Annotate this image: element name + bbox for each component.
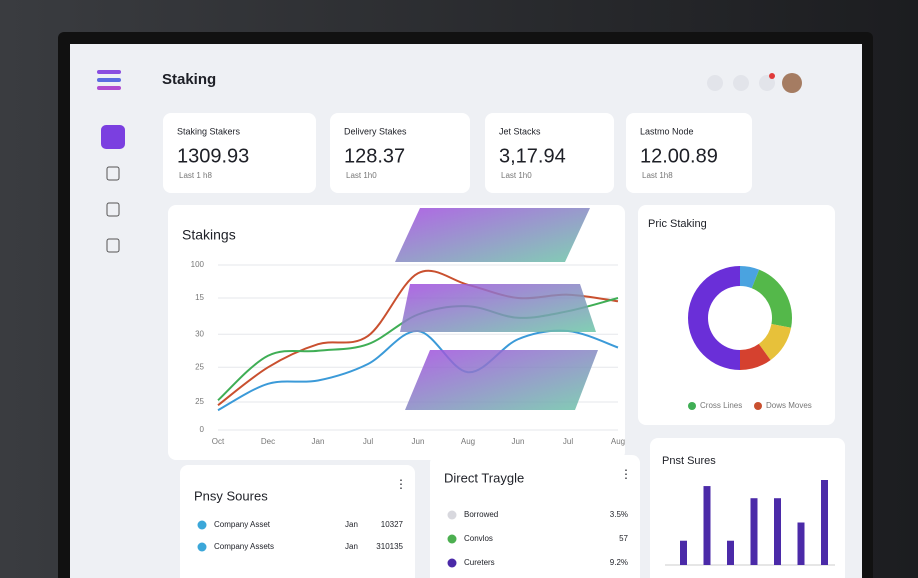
badge [769,73,775,79]
y-tick-label: 30 [195,329,204,338]
menu-dots: ⋮ [395,477,407,491]
card-label: Delivery Stakes [344,126,407,136]
avatar[interactable] [782,73,802,93]
x-tick-label: Jul [563,437,573,446]
nav-item[interactable] [106,166,120,181]
panel [163,113,316,193]
panel [330,113,470,193]
row-cell: 310135 [376,542,403,551]
y-tick-label: 0 [200,425,205,434]
row-cell: Borrowed [464,510,498,519]
legend-swatch [754,402,762,410]
x-tick-label: Jun [412,437,425,446]
settings-button[interactable] [733,75,749,91]
row-cell: Cureters [464,558,495,567]
card-value: 12.00.89 [640,145,718,167]
pie-slice [758,323,792,361]
pie-slice [740,343,771,371]
pie-slice [740,266,760,289]
bar [680,540,687,565]
notifications-button[interactable] [759,75,775,91]
row-cell: Convlos [464,534,493,543]
panel [180,465,415,578]
row-cell: 10327 [381,520,404,529]
row-cell: 3.5% [610,510,628,519]
card-note: Last 1h0 [346,171,377,180]
panel [430,455,640,578]
page-title: Staking [162,71,216,88]
legend-label: Cross Lines [700,401,742,410]
x-tick-label: Oct [212,437,225,446]
nav-item[interactable] [106,238,120,253]
row-dot [447,534,457,544]
row-cell: 9.2% [610,558,628,567]
bar [774,498,781,565]
card-label: Jet Stacks [499,126,541,136]
card-note: Last 1 h8 [179,171,212,180]
panel [638,205,835,425]
card-value: 1309.93 [177,145,249,167]
decor-gem [400,284,596,332]
menu-dots: ⋮ [620,467,632,481]
pie-slice [751,269,792,328]
row-dot [197,520,207,530]
row-cell: Company Asset [214,520,271,529]
row-cell: Company Assets [214,542,274,551]
x-tick-label: Aug [461,437,475,446]
y-tick-label: 25 [195,362,204,371]
row-dot [197,542,207,552]
pie-slice [688,266,740,370]
row-cell: Jan [345,520,358,529]
panel [626,113,752,193]
bar [750,498,758,565]
bar [703,486,711,565]
panel-title: Direct Traygle [444,470,524,485]
bar [727,540,734,565]
row-cell: Jan [345,542,358,551]
card-value: 128.37 [344,145,405,167]
decor-gem [405,350,598,410]
nav-item[interactable] [106,202,120,217]
panel [485,113,614,193]
panel [650,438,845,578]
chart-title: Pric Staking [648,218,707,230]
x-tick-label: Dec [261,437,275,446]
card-label: Staking Stakers [177,126,241,136]
toolbar [707,73,802,93]
x-tick-label: Aug [611,437,625,446]
bar [797,522,805,565]
chart-title: Pnst Sures [662,455,716,467]
card-value: 3,17.94 [499,145,566,167]
bar [821,480,828,565]
nav-item[interactable] [101,125,125,149]
panel-title: Pnsy Soures [194,488,268,503]
search-button[interactable] [707,75,723,91]
chart-title: Stakings [182,227,236,243]
card-note: Last 1h0 [501,171,532,180]
x-tick-label: Jun [512,437,525,446]
legend-swatch [688,402,696,410]
card-note: Last 1h8 [642,171,673,180]
card-label: Lastmo Node [640,126,694,136]
x-tick-label: Jul [363,437,373,446]
sidebar [101,125,125,253]
x-tick-label: Jan [312,437,325,446]
y-tick-label: 15 [195,293,204,302]
y-tick-label: 100 [191,260,205,269]
decor-gem [395,208,590,262]
legend-label: Dows Moves [766,401,812,410]
y-tick-label: 25 [195,397,204,406]
row-dot [447,558,457,568]
row-cell: 57 [619,534,628,543]
logo [97,70,121,90]
row-dot [447,510,457,520]
